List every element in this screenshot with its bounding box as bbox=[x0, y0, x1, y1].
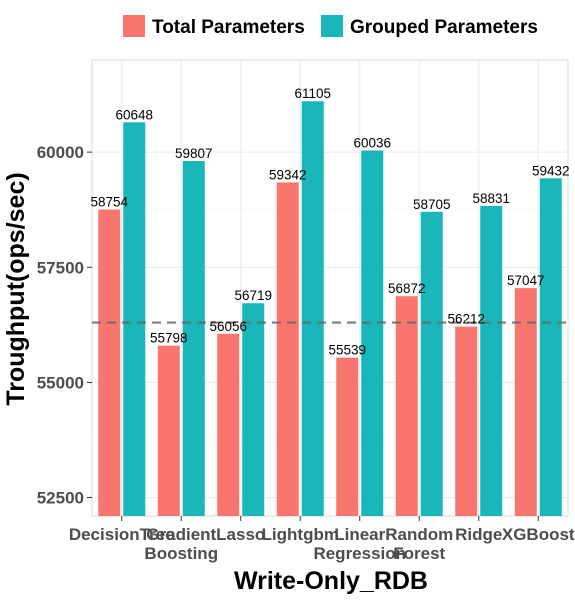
data-label-grouped: 60648 bbox=[115, 107, 153, 122]
x-axis-title: Write-Only_RDB bbox=[234, 567, 428, 595]
data-label-grouped: 58831 bbox=[472, 191, 510, 206]
bar-total bbox=[276, 182, 299, 517]
data-label-total: 55798 bbox=[150, 331, 188, 346]
data-label-grouped: 59807 bbox=[175, 146, 213, 161]
y-tick-label: 52500 bbox=[37, 489, 84, 508]
x-tick-label-line: Random bbox=[385, 525, 453, 544]
data-label-total: 55539 bbox=[328, 343, 366, 358]
data-label-total: 56872 bbox=[388, 281, 426, 296]
bar-total bbox=[336, 357, 359, 516]
bar-total bbox=[455, 326, 478, 516]
legend-swatch-total bbox=[123, 15, 145, 37]
x-tick-label: XGBoost bbox=[502, 525, 575, 544]
data-label-total: 57047 bbox=[507, 273, 545, 288]
bar-grouped bbox=[182, 161, 205, 516]
x-tick-label-line: Regression bbox=[313, 544, 406, 563]
x-tick-label-line: DecisionTree bbox=[69, 525, 175, 544]
bar-total bbox=[98, 209, 121, 516]
data-label-total: 56056 bbox=[209, 319, 247, 334]
legend-swatch-grouped bbox=[321, 15, 343, 37]
x-tick-label: Linear Regression bbox=[313, 525, 406, 563]
x-tick-label: Lightgbm bbox=[262, 525, 339, 544]
x-tick-label-line: XGBoost bbox=[502, 525, 575, 544]
x-tick-label-line: Lasso bbox=[216, 525, 265, 544]
bar-grouped bbox=[242, 303, 265, 516]
x-tick-label: Ridge bbox=[455, 525, 502, 544]
data-label-grouped: 58705 bbox=[413, 197, 451, 212]
x-tick-label-line: Boosting bbox=[144, 544, 218, 563]
bar-grouped bbox=[361, 150, 384, 517]
x-tick-label-line: Ridge bbox=[455, 525, 502, 544]
data-label-grouped: 61105 bbox=[294, 86, 331, 101]
bar-total bbox=[514, 288, 537, 516]
y-axis-title: Troughput(ops/sec) bbox=[2, 172, 30, 405]
bar-total bbox=[395, 296, 418, 516]
x-tick-label-line: Gradient bbox=[146, 525, 216, 544]
data-label-total: 56212 bbox=[447, 312, 485, 327]
bar-total bbox=[217, 333, 240, 516]
x-tick-label-line: Lightgbm bbox=[262, 525, 339, 544]
x-tick-label: Lasso bbox=[216, 525, 265, 544]
y-tick-label: 55000 bbox=[37, 373, 84, 392]
y-axis: 52500 55000 57500 60000 bbox=[37, 143, 92, 508]
data-label-grouped: 59432 bbox=[532, 163, 570, 178]
bars bbox=[98, 101, 562, 517]
legend-label-total: Total Parameters bbox=[152, 17, 305, 38]
data-label-grouped: 56719 bbox=[234, 288, 272, 303]
x-tick-label-line: Linear bbox=[334, 525, 385, 544]
x-tick-label: DecisionTree bbox=[69, 525, 175, 544]
bar-grouped bbox=[480, 205, 503, 516]
x-tick-label: Gradient Boosting bbox=[144, 525, 218, 563]
legend: Total Parameters Grouped Parameters bbox=[123, 15, 538, 38]
data-label-total: 58754 bbox=[90, 195, 128, 210]
y-tick-label: 60000 bbox=[37, 143, 84, 162]
data-labels: 58754 55798 56056 59342 55539 56872 56212 57047… bbox=[90, 86, 569, 357]
bar-grouped bbox=[539, 178, 562, 516]
bar-total bbox=[157, 345, 180, 516]
y-tick-label: 57500 bbox=[37, 258, 84, 277]
bar-grouped bbox=[301, 101, 324, 516]
bar-grouped bbox=[123, 122, 146, 517]
legend-label-grouped: Grouped Parameters bbox=[350, 17, 538, 38]
data-label-grouped: 60036 bbox=[353, 135, 391, 150]
bar-grouped bbox=[420, 211, 443, 516]
data-label-total: 59342 bbox=[269, 167, 307, 182]
x-tick-label: Random Forest bbox=[385, 525, 453, 563]
x-tick-label-line: Forest bbox=[393, 544, 445, 563]
